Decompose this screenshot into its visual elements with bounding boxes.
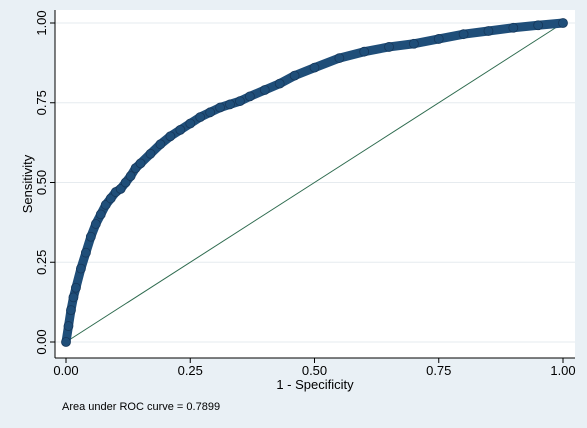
roc-point xyxy=(125,171,136,182)
roc-point xyxy=(215,102,225,113)
roc-point xyxy=(120,177,131,188)
y-tick-label-3: 0.75 xyxy=(34,90,49,115)
x-tick-label-0: 0.00 xyxy=(53,363,78,378)
x-tick-label-1: 0.25 xyxy=(178,363,203,378)
roc-point xyxy=(533,20,544,31)
roc-point xyxy=(259,85,270,95)
roc-point xyxy=(100,199,111,210)
roc-point xyxy=(63,321,74,331)
y-tick-label-1: 0.25 xyxy=(34,250,49,275)
roc-point xyxy=(135,158,146,169)
x-tick-label-3: 0.75 xyxy=(426,363,451,378)
reference-line xyxy=(65,22,564,343)
roc-point xyxy=(80,247,91,258)
roc-point xyxy=(90,219,101,229)
roc-point xyxy=(165,131,176,142)
roc-point xyxy=(483,26,494,36)
roc-point xyxy=(458,29,469,40)
roc-point xyxy=(105,193,116,204)
roc-point xyxy=(155,139,166,150)
roc-point xyxy=(225,99,235,110)
roc-point xyxy=(433,34,444,44)
roc-point xyxy=(175,124,186,135)
roc-point xyxy=(185,118,196,129)
roc-point xyxy=(68,292,79,303)
roc-point xyxy=(235,96,245,107)
x-axis-title: 1 - Specificity xyxy=(276,377,354,392)
x-tick-label-2: 0.50 xyxy=(302,363,327,378)
y-tick-label-2: 0.50 xyxy=(34,170,49,195)
roc-point xyxy=(359,46,370,57)
roc-point xyxy=(289,70,300,81)
x-ticks: 0.00 0.25 0.50 0.75 1.00 xyxy=(53,358,576,378)
plot-area xyxy=(55,10,575,358)
roc-point xyxy=(85,231,96,242)
roc-point xyxy=(145,148,156,159)
roc-point xyxy=(244,91,255,102)
y-axis-title: Sensitivity xyxy=(20,154,35,213)
roc-point xyxy=(384,42,394,52)
roc-point xyxy=(61,337,71,347)
auc-annotation: Area under ROC curve = 0.7899 xyxy=(62,401,220,413)
roc-point xyxy=(334,53,345,63)
roc-point xyxy=(309,62,320,73)
series-group xyxy=(61,18,568,347)
roc-point xyxy=(558,18,568,28)
roc-point xyxy=(408,38,419,49)
roc-point xyxy=(66,305,76,316)
roc-point xyxy=(71,282,81,293)
x-tick-label-4: 1.00 xyxy=(550,363,575,378)
roc-point xyxy=(195,112,206,123)
roc-point xyxy=(508,22,519,33)
y-tick-label-4: 1.00 xyxy=(34,10,49,35)
roc-point xyxy=(76,263,86,274)
roc-point xyxy=(95,209,106,220)
roc-point xyxy=(205,107,216,118)
roc-point xyxy=(274,78,285,89)
y-tick-label-0: 0.00 xyxy=(34,329,49,354)
roc-point xyxy=(115,183,126,194)
y-ticks: 0.00 0.25 0.50 0.75 1.00 xyxy=(34,10,55,355)
